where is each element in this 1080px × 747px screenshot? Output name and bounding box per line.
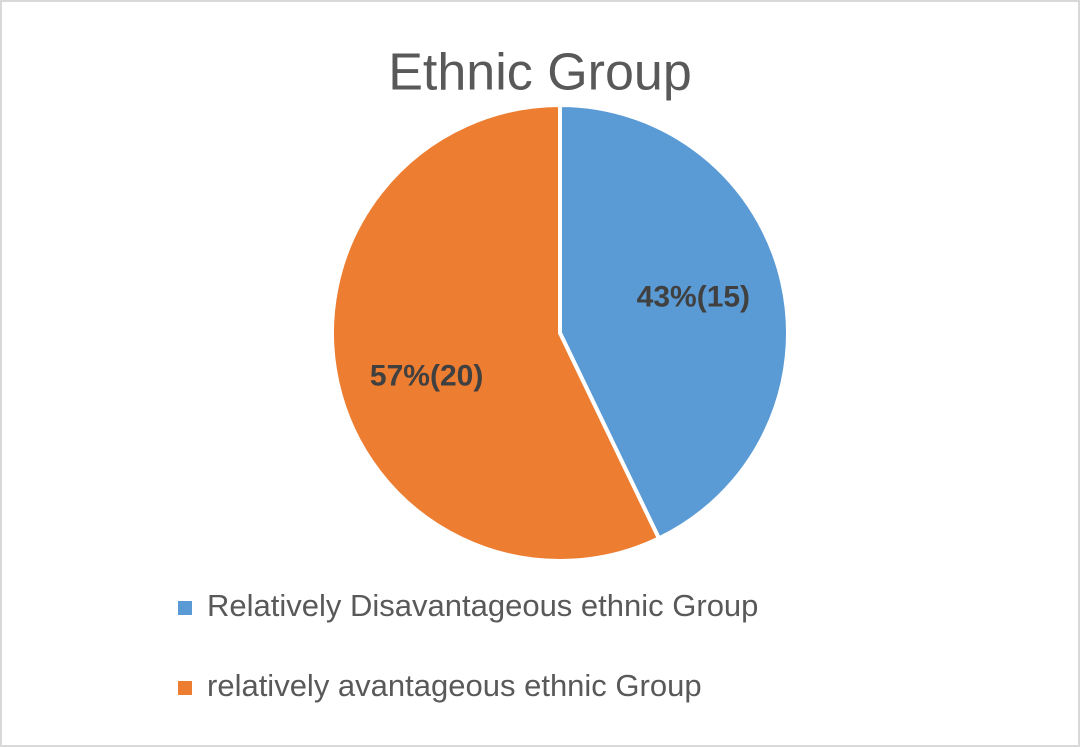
pie-slice bbox=[330, 102, 662, 563]
pie-slice bbox=[558, 102, 790, 542]
data-label: 43%(15) bbox=[637, 280, 750, 313]
data-label: 57%(20) bbox=[370, 359, 483, 392]
legend-swatch bbox=[178, 601, 192, 615]
legend-swatch bbox=[178, 681, 192, 695]
chart-title: Ethnic Group bbox=[388, 44, 692, 102]
legend-label: Relatively Disavantageous ethnic Group bbox=[207, 588, 758, 623]
legend-label: relatively avantageous ethnic Group bbox=[207, 668, 702, 703]
